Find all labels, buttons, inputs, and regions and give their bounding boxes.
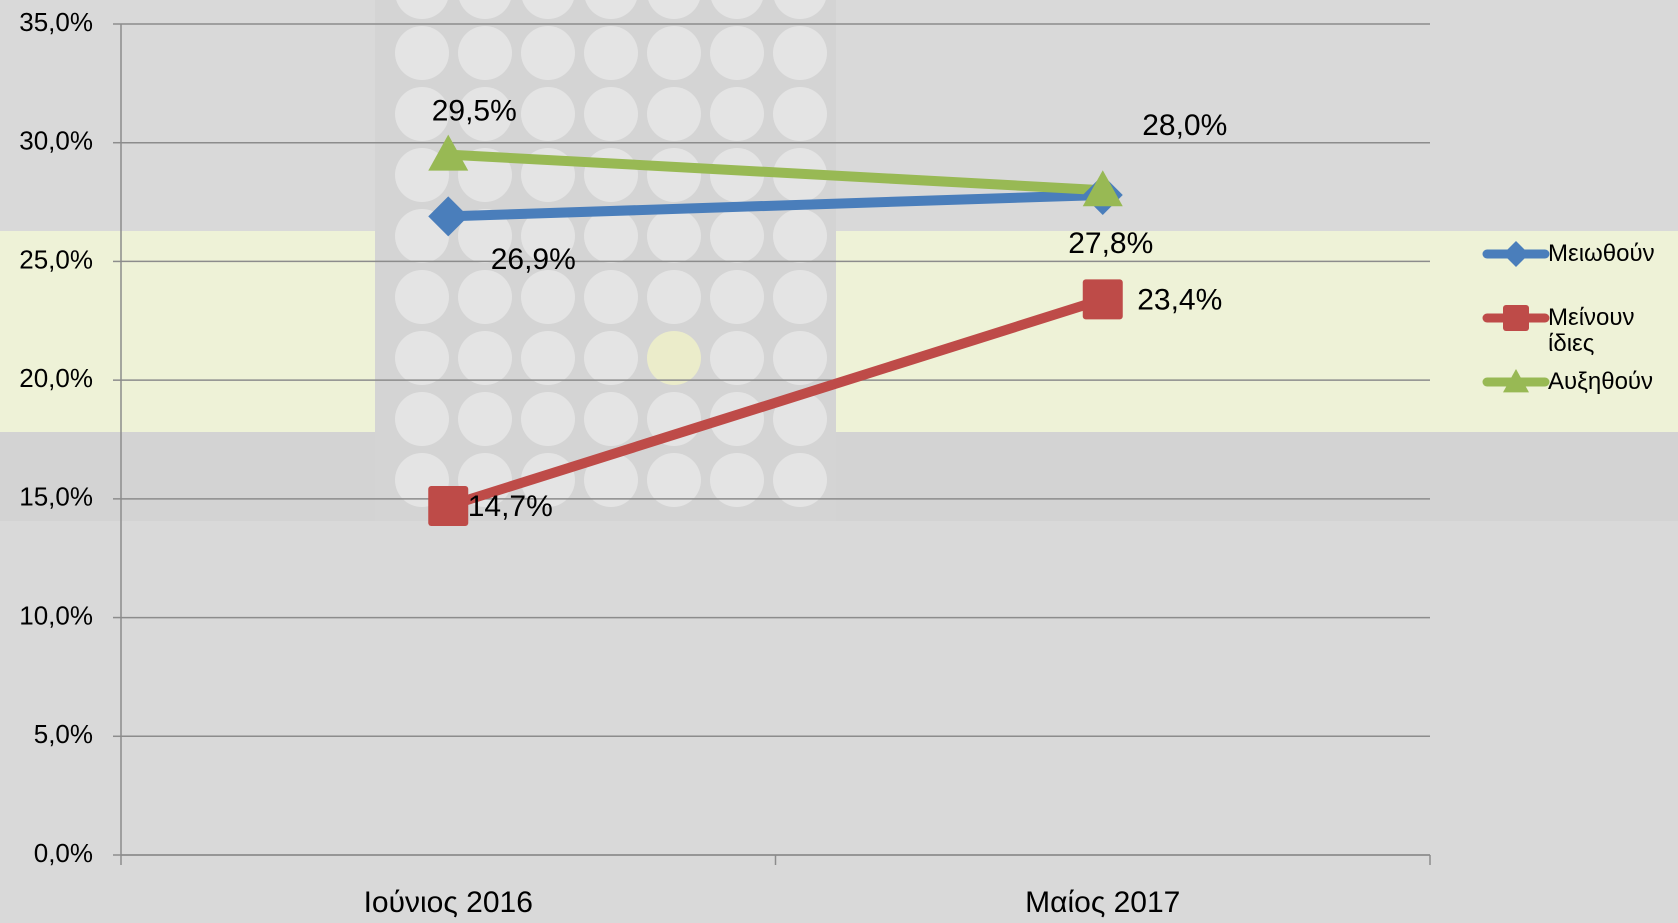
- marker: [428, 134, 469, 171]
- marker: [1082, 279, 1123, 320]
- series-line: [446, 294, 1105, 511]
- dot: [395, 26, 449, 80]
- data-label: 23,4%: [1137, 283, 1222, 316]
- dot: [521, 270, 575, 324]
- dot: [710, 209, 764, 263]
- dot: [710, 87, 764, 141]
- dot: [773, 270, 827, 324]
- y-tick-label: 5,0%: [34, 719, 93, 749]
- dot: [458, 87, 512, 141]
- y-tick-label: 25,0%: [19, 244, 93, 274]
- dot: [773, 392, 827, 446]
- legend-label-box: Αυξηθούν: [1548, 369, 1654, 395]
- dot: [774, 0, 826, 19]
- dot: [584, 392, 638, 446]
- data-label: 27,8%: [1068, 227, 1153, 260]
- dot: [458, 26, 512, 80]
- y-tick-label: 20,0%: [19, 363, 93, 393]
- dot: [584, 87, 638, 141]
- dot: [584, 453, 638, 507]
- dot: [585, 0, 637, 19]
- x-tick-label: Ιούνιος 2016: [364, 886, 533, 919]
- legend-entry: Μειωθούν: [1482, 241, 1655, 267]
- data-label: 29,5%: [432, 95, 517, 128]
- dot: [710, 26, 764, 80]
- data-label: 14,7%: [468, 490, 553, 523]
- dot: [647, 270, 701, 324]
- dot: [773, 26, 827, 80]
- dot: [648, 0, 700, 19]
- dot: [459, 0, 511, 19]
- dot: [710, 331, 764, 385]
- dot: [773, 87, 827, 141]
- marker: [1503, 241, 1529, 267]
- legend-label: Αυξηθούν: [1548, 369, 1654, 395]
- dot: [458, 270, 512, 324]
- dot: [521, 26, 575, 80]
- dot: [710, 453, 764, 507]
- y-tick-label: 35,0%: [19, 7, 93, 37]
- dot: [458, 392, 512, 446]
- legend-entry: Αυξηθούν: [1482, 369, 1654, 395]
- dot: [396, 0, 448, 19]
- series-line: [448, 189, 1103, 222]
- series-line: [447, 149, 1104, 196]
- dot: [521, 209, 575, 263]
- dot: [395, 392, 449, 446]
- dot: [584, 270, 638, 324]
- dot: [458, 209, 512, 263]
- dot: [647, 87, 701, 141]
- data-label: 26,9%: [491, 243, 576, 276]
- dot: [584, 331, 638, 385]
- dot: [647, 331, 701, 385]
- marker: [1082, 170, 1123, 207]
- dot: [395, 270, 449, 324]
- dot: [711, 0, 763, 19]
- marker: [1503, 369, 1529, 393]
- data-label: 28,0%: [1142, 109, 1227, 142]
- dot: [521, 87, 575, 141]
- legend-label-box: Μειωθούν: [1548, 241, 1655, 267]
- y-tick-label: 0,0%: [34, 838, 93, 868]
- legend-label: Μείνουν ίδιες: [1548, 305, 1635, 357]
- legend-entry: Μείνουν ίδιες: [1482, 305, 1635, 357]
- marker: [1503, 305, 1529, 331]
- y-tick-label: 15,0%: [19, 482, 93, 512]
- dot: [458, 331, 512, 385]
- x-tick-label: Μαίος 2017: [1025, 886, 1180, 919]
- dot: [584, 209, 638, 263]
- dot: [395, 87, 449, 141]
- dot: [584, 26, 638, 80]
- legend-label-box: Μείνουν ίδιες: [1548, 305, 1635, 357]
- dot: [647, 148, 701, 202]
- dot: [395, 331, 449, 385]
- dot: [522, 0, 574, 19]
- dot: [584, 148, 638, 202]
- dot: [647, 26, 701, 80]
- background-decoration: [0, 231, 1678, 432]
- dot: [521, 392, 575, 446]
- y-tick-label: 10,0%: [19, 600, 93, 630]
- y-tick-label: 30,0%: [19, 126, 93, 156]
- dot: [773, 453, 827, 507]
- dot: [647, 453, 701, 507]
- marker: [428, 485, 469, 526]
- legend-label: Μειωθούν: [1548, 241, 1655, 267]
- dot: [647, 209, 701, 263]
- marker: [428, 196, 469, 237]
- dot: [521, 331, 575, 385]
- dot-pattern: [395, 0, 827, 507]
- dot: [710, 270, 764, 324]
- dot: [773, 331, 827, 385]
- dot: [773, 209, 827, 263]
